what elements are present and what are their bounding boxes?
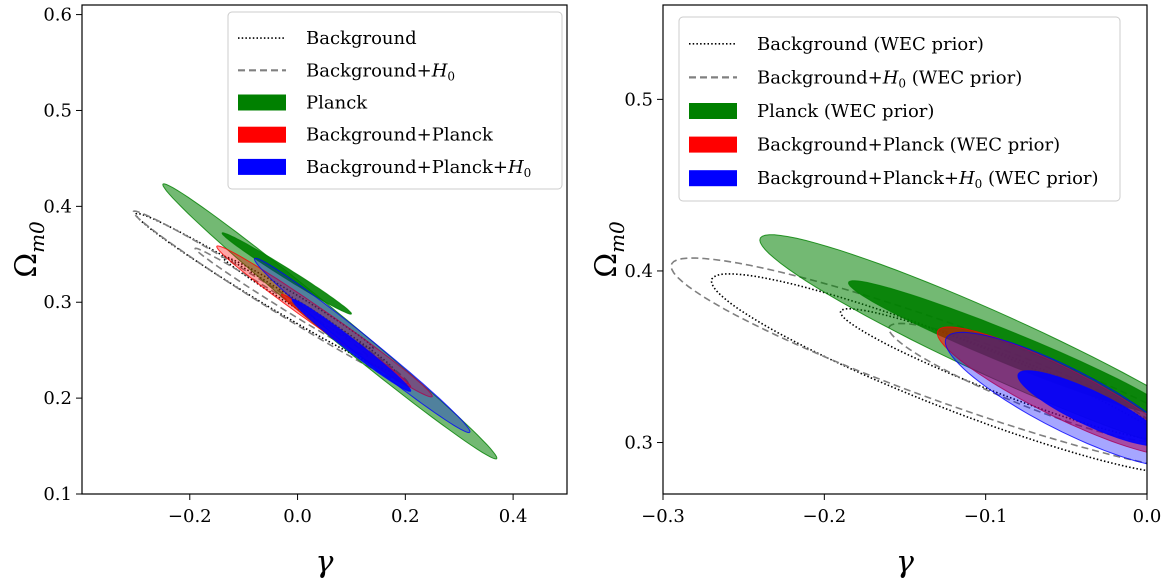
y-tick-label: 0.4 — [624, 261, 653, 282]
contour-group — [132, 183, 498, 460]
y-tick-label: 0.5 — [43, 100, 72, 121]
x-tick-label: −0.2 — [802, 506, 846, 527]
x-axis-label: γ — [316, 545, 334, 579]
contour-background-h0-68 — [194, 247, 369, 358]
y-tick-label: 0.2 — [43, 388, 72, 409]
legend-label: Background (WEC prior) — [757, 34, 984, 55]
x-tick-label: 0.0 — [283, 506, 312, 527]
legend-label: Background+Planck+H0 (WEC prior) — [757, 168, 1099, 191]
left-plot-panel: −0.2 0.0 0.2 0.4 0.1 0.2 0.3 0.4 0.5 0.6 γ Ωm0 Backg… — [9, 4, 568, 579]
legend-swatch — [238, 158, 286, 175]
x-tick-label: −0.3 — [641, 506, 685, 527]
x-tick-label: −0.2 — [168, 506, 212, 527]
contour-planck-68 — [221, 232, 352, 315]
axes-frame — [662, 4, 1148, 495]
legend-swatch — [238, 94, 286, 111]
contour-background-planck-h0-95 — [253, 257, 471, 434]
contour-group — [670, 234, 1147, 472]
axes-frame — [81, 4, 568, 495]
legend: Background Background+H0 Planck Background+… — [227, 11, 563, 190]
x-tick-label: 0.0 — [1133, 506, 1162, 527]
y-axis-label: Ωm0 — [9, 221, 49, 278]
y-axis-label: Ωm0 — [589, 221, 629, 278]
right-plot-panel: −0.3 −0.2 −0.1 0.0 0.3 0.4 0.5 γ Ωm0 Background (… — [589, 4, 1162, 579]
contour-background-planck-h0-wec-prior--68 — [1017, 370, 1147, 446]
legend: Background (WEC prior) Background+H0 (WEC… — [678, 16, 1121, 202]
legend-box — [227, 11, 563, 190]
x-axis-label: γ — [896, 545, 914, 579]
contour-background-planck-h0-68 — [291, 298, 412, 392]
contour-background-wec-prior--68 — [839, 307, 1147, 440]
y-tick-label: 0.3 — [43, 292, 72, 313]
y-tick-label: 0.4 — [43, 196, 72, 217]
legend-swatch — [689, 170, 737, 187]
legend-label: Planck — [306, 93, 368, 114]
legend-swatch — [238, 126, 286, 143]
legend-box — [678, 16, 1121, 202]
x-tick-label: 0.4 — [499, 506, 528, 527]
y-tick-label: 0.6 — [43, 5, 72, 26]
legend-swatch — [689, 136, 737, 153]
contour-background-h0-95 — [132, 210, 409, 385]
legend-label: Background — [306, 28, 417, 49]
legend-label: Background+Planck — [306, 125, 494, 146]
x-tick-label: −0.1 — [964, 506, 1008, 527]
legend-label: Background+Planck+H0 — [306, 157, 531, 180]
y-tick-label: 0.5 — [624, 89, 653, 110]
legend-label: Planck (WEC prior) — [757, 101, 934, 122]
legend-label: Background+Planck (WEC prior) — [757, 135, 1060, 156]
legend-label: Background+H0 — [306, 60, 455, 83]
x-tick-label: 0.2 — [391, 506, 420, 527]
y-tick-label: 0.3 — [624, 433, 653, 454]
legend-swatch — [689, 103, 737, 119]
legend-label: Background+H0 (WEC prior) — [757, 67, 1022, 90]
y-tick-label: 0.1 — [43, 484, 72, 505]
